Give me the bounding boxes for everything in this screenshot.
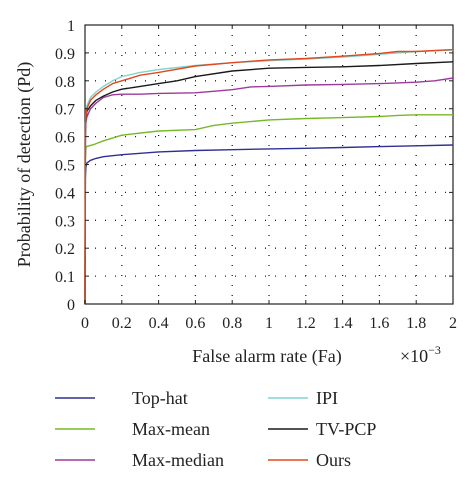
y-tick-label: 0.3 [55,213,75,230]
y-tick-label: 0.7 [55,102,75,119]
legend-label-ours: Ours [316,450,351,470]
legend-label-top-hat: Top-hat [132,388,188,408]
plot-frame [84,24,454,305]
y-tick-label: 0.6 [55,130,75,147]
x-axis-multiplier: ×10−3 [400,343,441,366]
x-tick-label: 0 [81,315,89,332]
legend-label-ipi: IPI [316,388,338,408]
legend-label-tv-pcp: TV-PCP [316,419,376,439]
series-line-top-hat [84,144,454,305]
y-tick-label: 0.5 [55,158,75,175]
x-axis-multiplier-base: ×10 [400,346,428,366]
x-tick-label: 1.4 [333,315,353,332]
series-line-max-median [84,77,454,305]
x-tick-label: 1 [265,315,273,332]
series-line-max-mean [84,114,453,305]
x-axis-multiplier-exponent: −3 [428,343,441,357]
x-tick-label: 0.8 [222,315,242,332]
x-tick-label: 1.2 [296,315,316,332]
y-tick-labels: 0 0.1 0.2 0.3 0.4 0.5 0.6 0.7 0.8 0.9 1 [55,18,453,314]
legend-label-max-median: Max-median [132,450,224,470]
y-tick-label: 0.9 [55,46,75,63]
x-tick-label: 1.6 [369,315,389,332]
legend-label-max-mean: Max-mean [132,419,210,439]
legend: Top-hat Max-mean Max-median IPI TV-PCP Ours [55,388,376,470]
y-tick-label: 0.1 [55,269,75,286]
x-tick-label: 0.4 [149,315,169,332]
x-tick-label: 0.2 [112,315,132,332]
series-line-tv-pcp [84,61,454,305]
y-tick-label: 0 [67,297,75,314]
y-tick-label: 0.8 [55,74,75,91]
y-tick-label: 1 [67,18,75,35]
series-line-ipi [84,49,454,305]
x-tick-label: 1.8 [406,315,426,332]
series-lines [84,48,454,305]
x-tick-label: 0.6 [185,315,205,332]
x-axis-label: False alarm rate (Fa) [192,346,341,367]
x-tick-labels: 0 0.2 0.4 0.6 0.8 1 1.2 1.4 1.6 1.8 2 [81,25,457,332]
y-tick-label: 0.2 [55,241,75,258]
y-axis-label: Probability of detection (Pd) [14,62,35,267]
y-tick-label: 0.4 [55,185,75,202]
series-line-ours [84,48,454,305]
x-tick-label: 2 [449,315,457,332]
grid [85,25,453,304]
